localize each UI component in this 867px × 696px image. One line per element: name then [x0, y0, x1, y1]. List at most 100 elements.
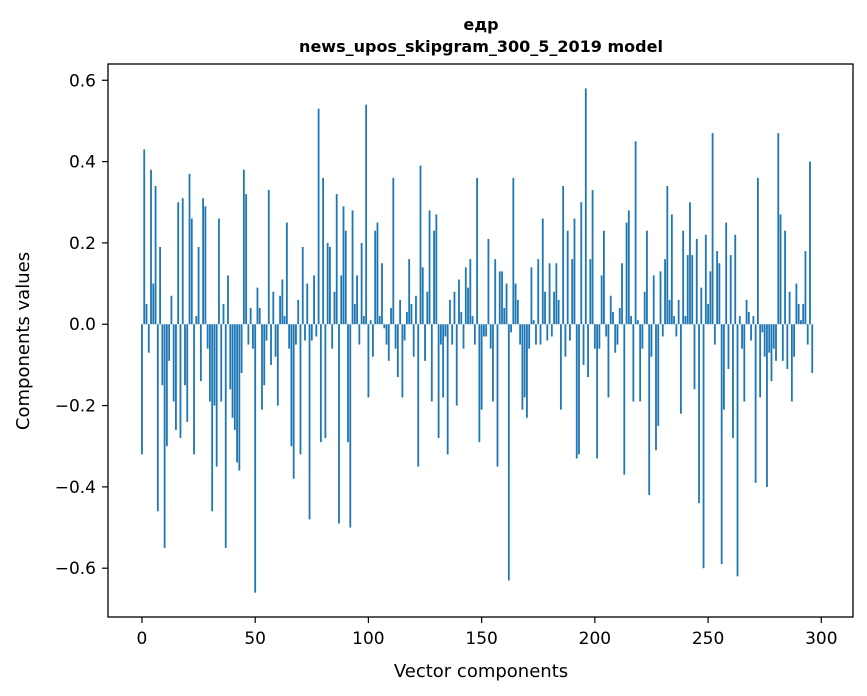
chart-subtitle: news_upos_skipgram_300_5_2019 model — [299, 37, 663, 56]
bar-91 — [347, 324, 349, 443]
bar-82 — [326, 242, 329, 325]
y-tick-label: 0.2 — [69, 234, 96, 254]
bar-291 — [800, 320, 802, 325]
bar-196 — [584, 88, 587, 325]
bar-21 — [188, 173, 191, 325]
bar-241 — [686, 255, 689, 325]
bar-159 — [501, 271, 503, 325]
bar-40 — [231, 324, 234, 418]
bar-155 — [492, 324, 494, 402]
bar-45 — [242, 169, 245, 325]
bar-204 — [603, 230, 605, 325]
bar-75 — [310, 324, 313, 341]
bar-121 — [415, 295, 417, 325]
bar-114 — [399, 299, 402, 325]
bar-93 — [351, 210, 354, 325]
bar-278 — [770, 324, 773, 382]
bar-188 — [566, 230, 569, 325]
bar-168 — [521, 324, 524, 410]
bar-279 — [772, 324, 775, 349]
bar-23 — [193, 324, 195, 455]
bar-229 — [659, 271, 662, 325]
bar-237 — [677, 299, 680, 325]
bar-277 — [768, 324, 771, 353]
bar-244 — [693, 324, 696, 390]
bar-224 — [648, 324, 651, 496]
bar-38 — [227, 275, 229, 325]
bar-158 — [498, 271, 501, 325]
bar-145 — [469, 259, 472, 325]
bar-123 — [419, 165, 422, 325]
bar-44 — [240, 324, 243, 374]
bar-146 — [471, 316, 474, 325]
bar-153 — [487, 238, 490, 325]
bar-115 — [401, 324, 404, 398]
bar-96 — [358, 324, 361, 345]
bar-149 — [478, 324, 481, 443]
bar-69 — [297, 299, 300, 325]
bar-88 — [340, 275, 343, 325]
bar-42 — [236, 324, 238, 463]
bar-34 — [218, 218, 220, 325]
bar-198 — [589, 259, 592, 325]
y-tick-label: 0.6 — [69, 71, 96, 91]
bar-274 — [761, 324, 764, 333]
bar-217 — [632, 324, 635, 402]
bar-4 — [150, 169, 152, 325]
bar-124 — [421, 267, 424, 325]
bar-150 — [480, 324, 483, 410]
bar-54 — [263, 324, 266, 386]
bar-249 — [704, 234, 707, 325]
bar-1 — [143, 149, 146, 325]
bar-9 — [161, 324, 164, 386]
bar-257 — [723, 324, 725, 410]
bar-148 — [476, 177, 479, 325]
bar-28 — [204, 206, 207, 325]
bar-195 — [582, 324, 585, 365]
bar-20 — [186, 324, 189, 422]
bar-273 — [759, 324, 762, 398]
bar-92 — [349, 324, 352, 528]
bar-58 — [272, 291, 275, 325]
bar-97 — [360, 242, 363, 325]
bar-223 — [646, 230, 648, 325]
bar-221 — [641, 324, 644, 349]
bar-73 — [306, 283, 309, 325]
bar-220 — [639, 324, 642, 402]
bar-95 — [356, 275, 358, 325]
bar-77 — [315, 324, 318, 337]
x-tick-label: 100 — [352, 629, 384, 649]
bar-117 — [406, 312, 408, 325]
bar-137 — [451, 324, 454, 345]
bar-240 — [684, 316, 687, 325]
x-tick-label: 0 — [137, 629, 148, 649]
bar-228 — [657, 324, 660, 426]
bar-263 — [736, 324, 739, 577]
bar-33 — [215, 324, 218, 467]
bar-76 — [313, 275, 315, 325]
bar-138 — [453, 291, 456, 325]
bar-232 — [666, 185, 669, 325]
bar-13 — [170, 295, 173, 325]
bar-49 — [252, 324, 254, 349]
bar-108 — [385, 324, 388, 345]
bar-128 — [430, 324, 433, 402]
bar-126 — [426, 291, 429, 325]
bar-90 — [344, 230, 347, 325]
bar-143 — [464, 267, 467, 325]
bar-165 — [514, 283, 517, 325]
bar-179 — [546, 324, 549, 341]
bar-261 — [732, 324, 734, 439]
x-axis: 0 50 100 150 200 250 300 — [137, 617, 838, 649]
bar-180 — [548, 263, 551, 325]
bar-99 — [365, 104, 368, 325]
bar-series — [141, 88, 814, 593]
bar-178 — [544, 291, 546, 325]
bar-113 — [396, 324, 399, 378]
bar-116 — [403, 324, 406, 341]
bar-234 — [670, 214, 673, 325]
bar-247 — [700, 287, 703, 325]
chart-title: едр — [463, 15, 498, 34]
bar-160 — [503, 307, 506, 325]
